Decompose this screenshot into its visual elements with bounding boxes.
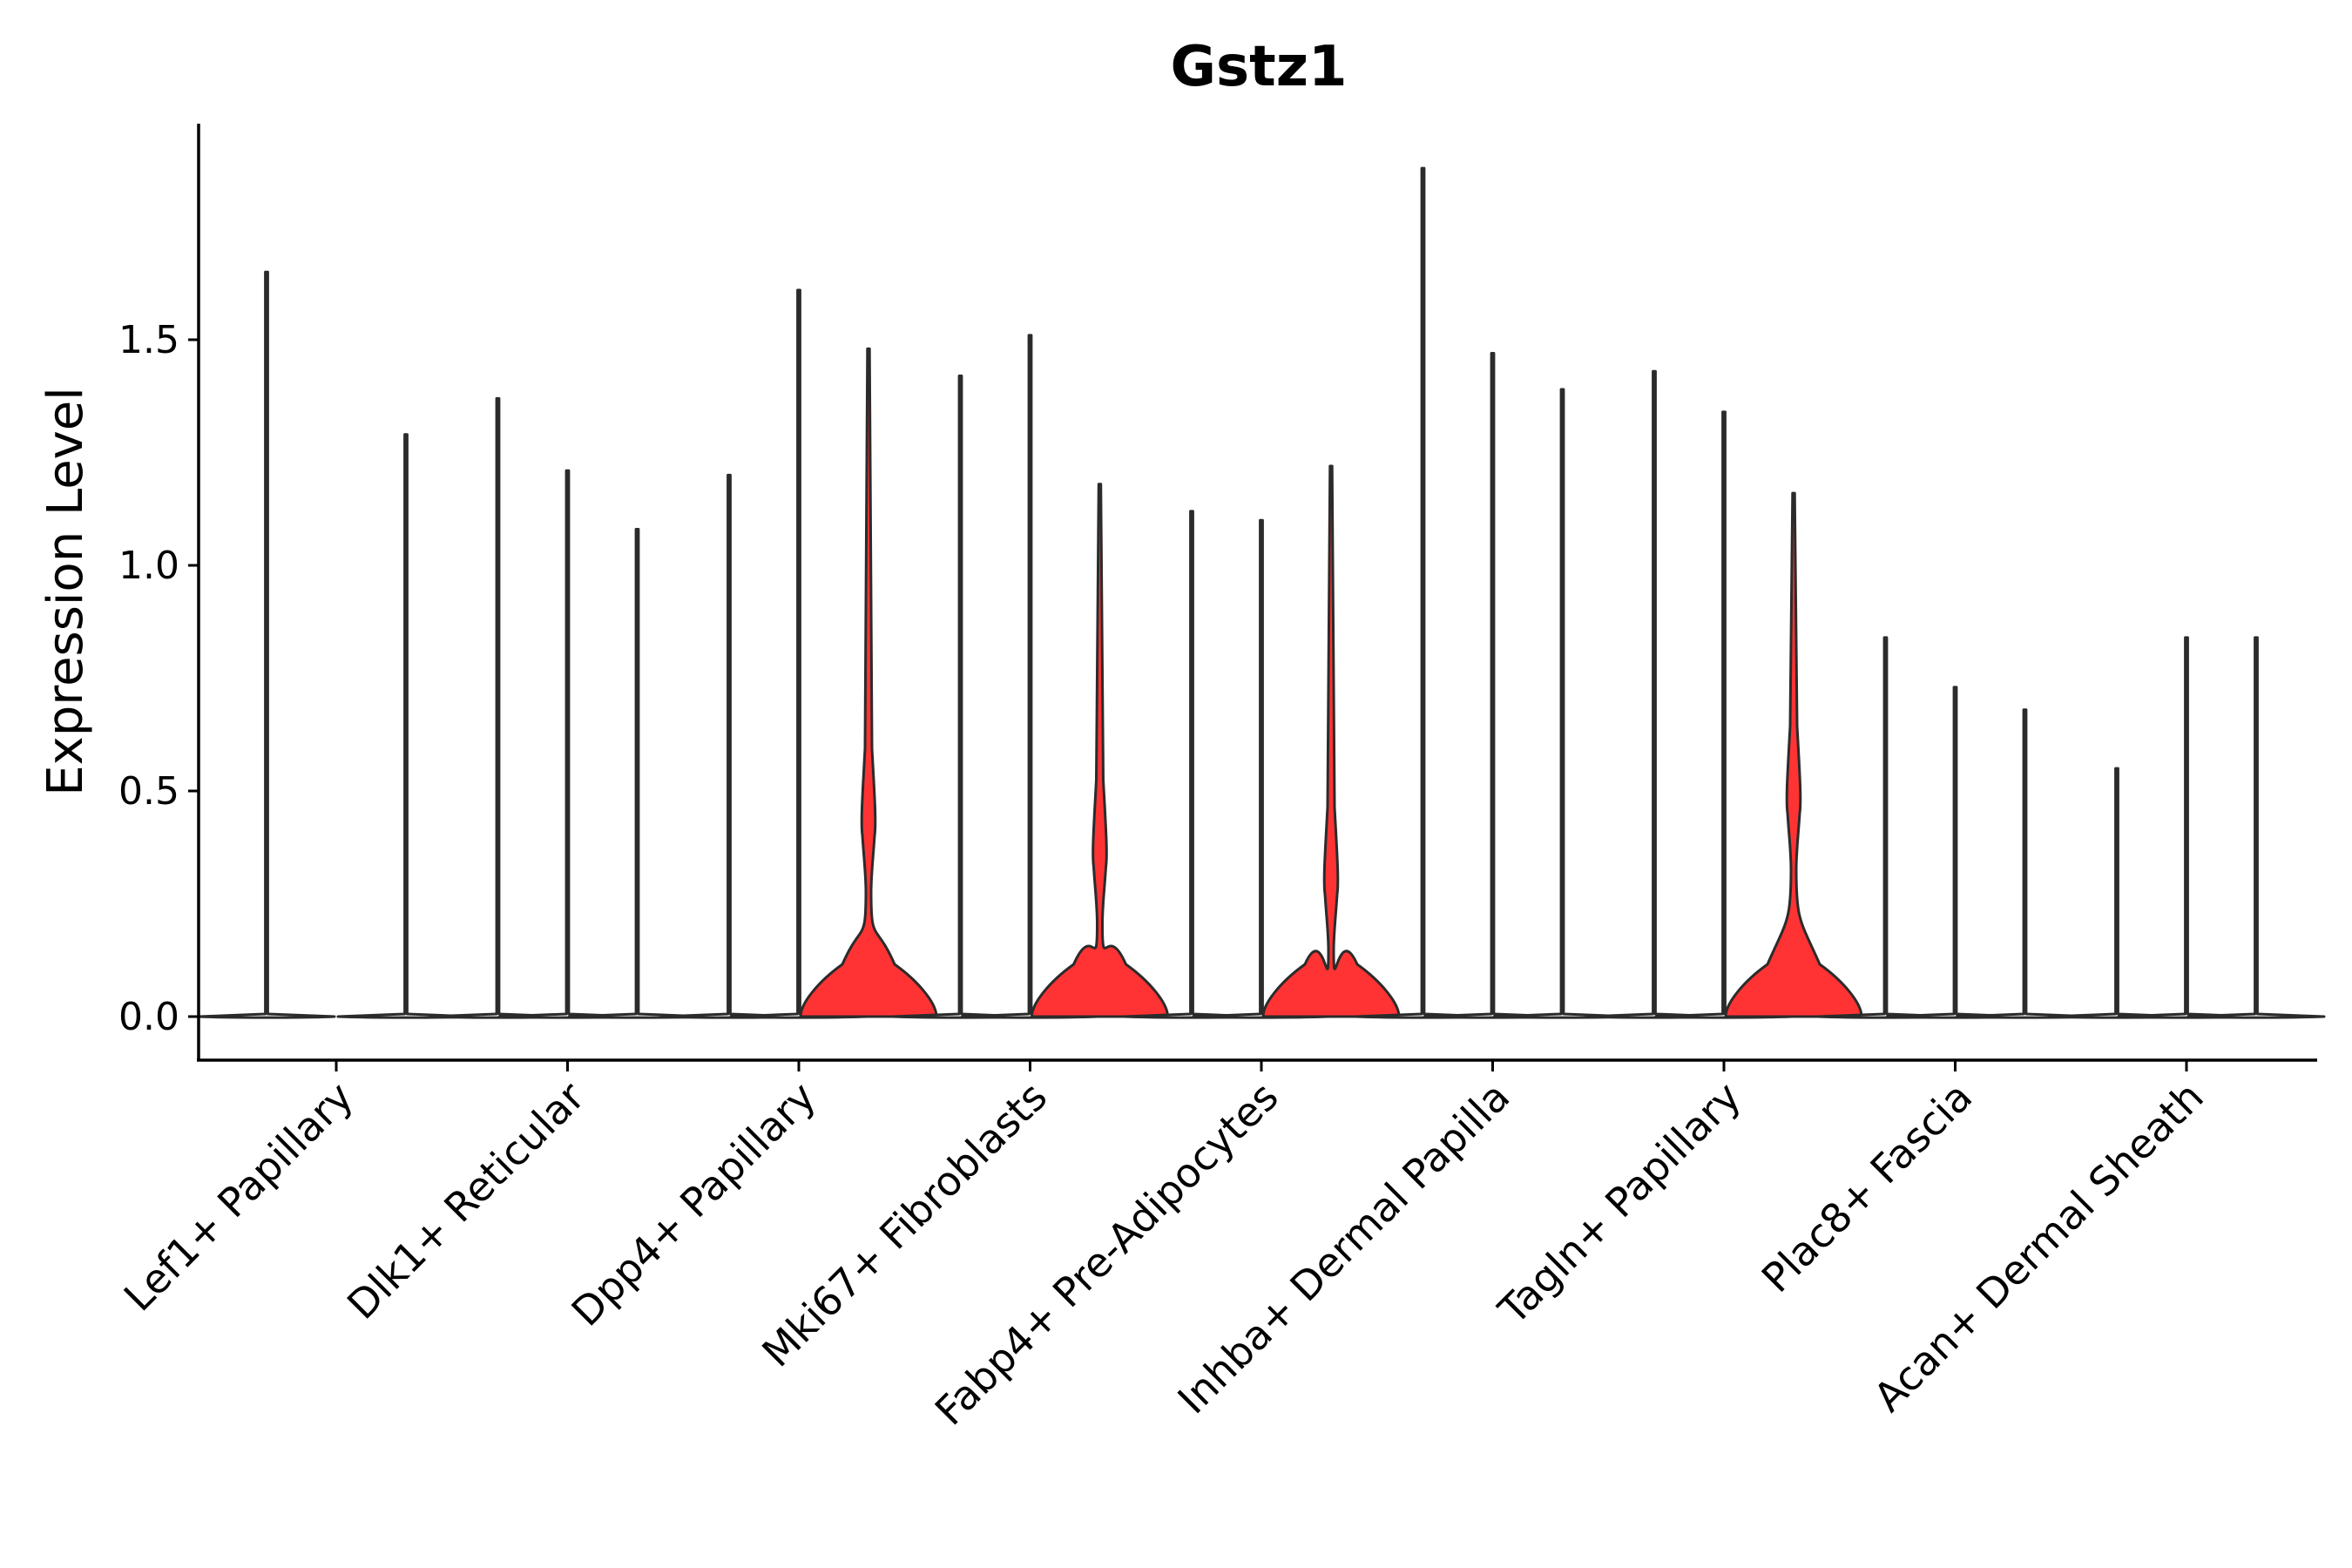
- violin: [568, 528, 706, 1019]
- violin-highlighted: [799, 347, 938, 1018]
- violin: [1493, 388, 1632, 1019]
- violin: [659, 473, 799, 1019]
- violin-highlighted: [1031, 483, 1169, 1018]
- violin: [2117, 636, 2256, 1019]
- violin-group: [197, 270, 476, 1019]
- x-tick-label: Plac8+ Fascia: [1753, 1073, 1981, 1301]
- x-tick-label: Dpp4+ Papillary: [563, 1073, 825, 1335]
- violin: [1585, 369, 1724, 1019]
- violin: [729, 288, 868, 1019]
- violin-group: [1122, 464, 1401, 1019]
- y-tick-label: 0.5: [118, 769, 179, 814]
- y-tick-label: 1.0: [118, 544, 179, 588]
- x-tick-label: Dlk1+ Reticular: [338, 1073, 593, 1328]
- x-tick-label: Lef1+ Papillary: [115, 1073, 362, 1321]
- violin-highlighted: [1724, 491, 1863, 1018]
- violin: [1886, 686, 2024, 1019]
- violin: [1816, 636, 1955, 1019]
- violin-group: [891, 334, 1169, 1019]
- violin-group: [429, 396, 706, 1019]
- violin: [1354, 166, 1492, 1019]
- violin-group: [659, 288, 938, 1019]
- violin-group: [1816, 636, 2094, 1019]
- violin: [429, 396, 567, 1019]
- violin: [197, 270, 336, 1019]
- violin: [336, 433, 476, 1019]
- y-ticks: 0.0 0.5 1.0 1.5: [118, 318, 199, 1039]
- violin: [1654, 410, 1794, 1019]
- violin-group: [1354, 166, 1632, 1019]
- violin-highlighted: [1261, 464, 1401, 1018]
- violin-group: [1585, 369, 1863, 1019]
- violin: [1192, 518, 1331, 1019]
- violin: [961, 334, 1099, 1019]
- violin: [891, 374, 1030, 1019]
- violin-layer: [197, 166, 2326, 1019]
- violin-group: [2047, 636, 2326, 1019]
- violin: [498, 469, 637, 1019]
- y-tick-label: 1.5: [118, 318, 179, 362]
- violin: [1122, 510, 1261, 1019]
- violin: [2047, 767, 2186, 1019]
- y-axis-label: Expression Level: [37, 387, 94, 796]
- violin: [1423, 352, 1562, 1019]
- violin: [1956, 708, 2094, 1019]
- x-tick-label: Tagln+ Papillary: [1489, 1073, 1750, 1335]
- y-tick-label: 0.0: [118, 995, 179, 1039]
- chart-title: Gstz1: [1171, 35, 1348, 99]
- violin: [2186, 636, 2326, 1019]
